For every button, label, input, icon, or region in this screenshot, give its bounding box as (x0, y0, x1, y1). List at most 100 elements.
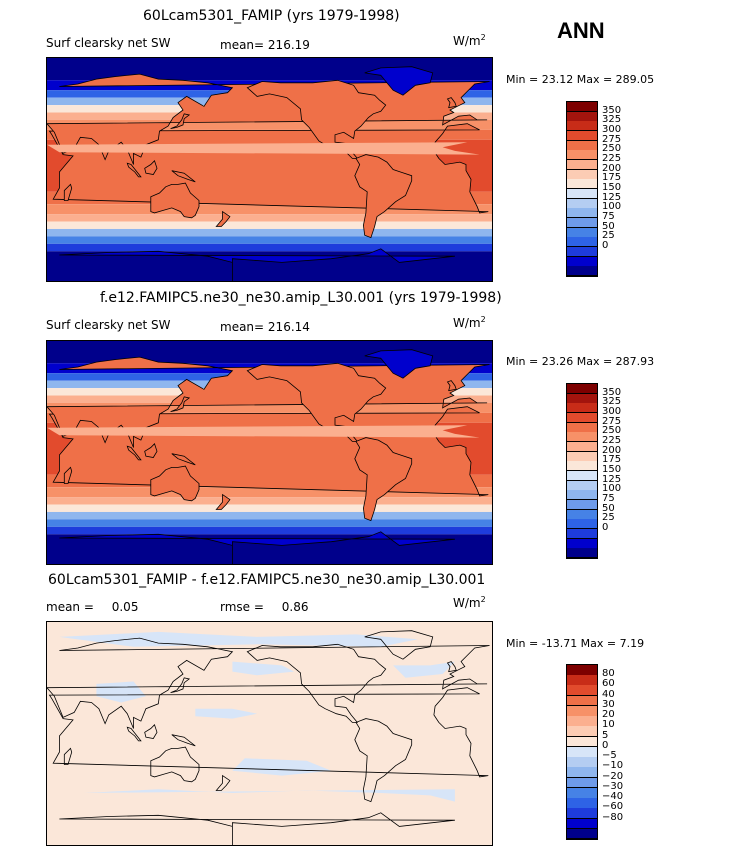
new-zealand-coast (215, 210, 231, 227)
colorbar-swatch (567, 746, 597, 758)
north-america-coast (246, 643, 387, 723)
colorbar-swatch (567, 111, 597, 122)
panel-3-map (46, 621, 493, 846)
field-band (47, 497, 492, 505)
colorbar-swatch (567, 726, 597, 738)
south-america-coast (354, 437, 413, 522)
antarctica-coast (59, 248, 455, 281)
field-band (47, 487, 492, 498)
colorbar-swatch (567, 471, 597, 482)
colorbar-tick-label: 40 (602, 688, 615, 700)
colorbar-tick-label: −10 (602, 760, 624, 772)
colorbar-swatch (567, 461, 597, 472)
field-band (47, 526, 492, 535)
madagascar-coast (63, 466, 73, 484)
colorbar-swatch (567, 247, 597, 258)
colorbar-tick-label: 250 (602, 425, 622, 437)
sumatra-coast (126, 445, 142, 461)
field-band (47, 622, 492, 845)
colorbar-swatch (567, 757, 597, 768)
colorbar-tick-label: −30 (602, 780, 624, 792)
colorbar-tick-label: 25 (602, 230, 615, 242)
greenland-coast (364, 630, 434, 660)
antarctica-coast (59, 531, 455, 564)
colorbar-tick-label: −20 (602, 770, 624, 782)
panel-1-title: 60Lcam5301_FAMIP (yrs 1979-1998) (143, 8, 400, 24)
panel-3-rmse-value: 0.86 (281, 600, 309, 614)
field-negative-region (195, 708, 258, 719)
colorbar-tick-label: 5 (602, 729, 609, 741)
colorbar-tick-label: 225 (602, 153, 622, 164)
panel-2-colorbar (566, 383, 598, 559)
panel-3-mean: mean = 0.05 (46, 600, 138, 614)
europe-asia-coast (47, 637, 490, 729)
field-band (47, 511, 492, 520)
colorbar-tick-label: 150 (602, 464, 622, 475)
colorbar-tick-label: 25 (602, 512, 615, 524)
colorbar-tick-label: 325 (602, 396, 622, 408)
colorbar-tick-label: 50 (602, 220, 615, 232)
colorbar-swatch (567, 767, 597, 779)
colorbar-tick-label: 275 (602, 415, 622, 427)
new-guinea-coast (171, 170, 196, 183)
colorbar-tick-label: 150 (602, 182, 622, 193)
colorbar-swatch (567, 198, 597, 209)
panel-2-mean: mean= 216.14 (220, 320, 310, 334)
colorbar-tick-label: 200 (602, 162, 622, 174)
colorbar-tick-label: 350 (602, 386, 622, 398)
new-zealand-coast (215, 774, 231, 791)
field-band (47, 204, 492, 215)
uk-coast (446, 97, 457, 109)
colorbar-swatch (567, 189, 597, 200)
field-negative-region (59, 631, 418, 647)
australia-coast (150, 746, 200, 783)
australia-coast (150, 465, 200, 502)
field-band (47, 214, 492, 222)
north-america-coast (246, 79, 387, 159)
panel-3-mean-value: 0.05 (111, 600, 139, 614)
season-label: ANN (557, 18, 605, 43)
field-band (47, 236, 492, 244)
field-band (47, 119, 492, 130)
north-america-coast (246, 362, 387, 442)
colorbar-tick-label: 60 (602, 678, 615, 690)
field-negative-region (393, 661, 455, 678)
africa-coast (48, 687, 489, 778)
colorbar-swatch (567, 102, 597, 113)
panel-2-minmax: Min = 23.26 Max = 287.93 (506, 355, 655, 368)
panel-2-title: f.e12.FAMIPC5.ne30_ne30.amip_L30.001 (yr… (100, 290, 502, 306)
panel-2-mean-label: mean= (220, 320, 265, 334)
colorbar-swatch (567, 777, 597, 789)
colorbar-tick-label: 175 (602, 454, 622, 466)
japan-coast (170, 677, 191, 693)
colorbar-swatch (567, 256, 597, 267)
colorbar-swatch (567, 665, 597, 676)
colorbar-tick-label: 75 (602, 493, 615, 504)
uk-coast (446, 661, 457, 673)
colorbar-tick-label: 0 (602, 522, 609, 533)
colorbar-swatch (567, 705, 597, 717)
panel-3-map-field (47, 622, 492, 845)
colorbar-swatch (567, 451, 597, 462)
colorbar-tick-label: −60 (602, 801, 624, 813)
colorbar-swatch (567, 685, 597, 697)
south-america-coast (354, 718, 413, 803)
colorbar-swatch (567, 519, 597, 530)
panel-3-colorbar (566, 664, 598, 840)
borneo-coast (144, 443, 158, 458)
colorbar-swatch (567, 480, 597, 491)
colorbar-swatch (567, 538, 597, 549)
colorbar-swatch (567, 529, 597, 540)
colorbar-swatch (567, 131, 597, 142)
field-band (47, 519, 492, 527)
panel-2-variable: Surf clearsky net SW (46, 318, 171, 332)
panel-2-map-field (47, 341, 492, 564)
colorbar-swatch (567, 818, 597, 830)
colorbar-swatch (567, 422, 597, 433)
colorbar-swatch (567, 413, 597, 424)
colorbar-swatch (567, 736, 597, 748)
field-band (47, 221, 492, 229)
panel-2-units: W/m2 (453, 315, 486, 330)
colorbar-swatch (567, 179, 597, 190)
panel-3-minmax: Min = -13.71 Max = 7.19 (506, 637, 645, 650)
